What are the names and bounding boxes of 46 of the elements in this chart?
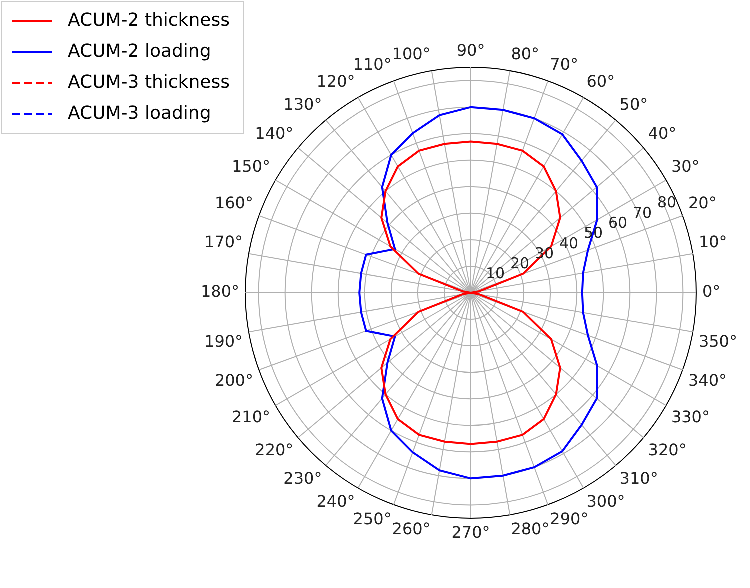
spoke-label: 10° xyxy=(698,232,728,252)
spoke-label: 260° xyxy=(392,520,431,539)
legend-label: ACUM-2 loading xyxy=(68,41,212,62)
spoke-label: 150° xyxy=(232,156,271,176)
spoke-label: 210° xyxy=(232,407,271,426)
spoke-label: 110° xyxy=(353,55,392,74)
spoke-label: 60° xyxy=(586,72,616,92)
legend-label: ACUM-2 thickness xyxy=(68,10,230,32)
spoke-label: 280° xyxy=(511,520,550,539)
y-tick-label: 10 xyxy=(486,264,506,283)
spoke-label: 30° xyxy=(671,156,700,176)
spoke-label: 120° xyxy=(316,72,356,92)
spoke-label: 140° xyxy=(255,124,294,143)
spoke-label: 180° xyxy=(200,282,240,302)
legend-label: ACUM-3 loading xyxy=(68,103,212,124)
spoke-label: 0° xyxy=(702,282,721,302)
spoke-label: 330° xyxy=(671,407,710,426)
spoke-label: 290° xyxy=(550,509,589,528)
spoke-label: 230° xyxy=(284,469,322,488)
legend-label: ACUM-3 thickness xyxy=(68,72,230,94)
spoke-label: 20° xyxy=(688,193,717,212)
spoke-label: 250° xyxy=(353,509,392,528)
spoke-label: 270° xyxy=(452,523,490,542)
spoke-label: 300° xyxy=(586,492,626,512)
spoke-label: 340° xyxy=(688,370,728,390)
spoke-label: 240° xyxy=(316,492,356,512)
spoke-label: 70° xyxy=(550,55,579,74)
y-tick-label: 60 xyxy=(608,214,628,232)
spoke-label: 160° xyxy=(214,193,254,212)
spoke-label: 100° xyxy=(392,44,431,64)
y-tick-label: 20 xyxy=(510,254,530,273)
spoke-label: 350° xyxy=(698,332,738,351)
y-tick-label: 70 xyxy=(632,204,652,222)
spoke-label: 40° xyxy=(648,124,677,143)
spoke-label: 130° xyxy=(284,95,322,114)
spoke-label: 320° xyxy=(648,440,687,460)
spoke-label: 310° xyxy=(620,469,658,488)
spoke-label: 90° xyxy=(456,41,486,60)
spoke-label: 170° xyxy=(204,232,244,252)
spoke-label: 190° xyxy=(204,332,244,351)
spoke-label: 200° xyxy=(214,370,254,390)
spoke-label: 80° xyxy=(511,44,540,64)
y-tick-label: 40 xyxy=(559,234,579,252)
y-tick-label: 80 xyxy=(658,194,677,212)
spoke-label: 220° xyxy=(255,440,294,460)
spoke-label: 50° xyxy=(620,95,648,114)
